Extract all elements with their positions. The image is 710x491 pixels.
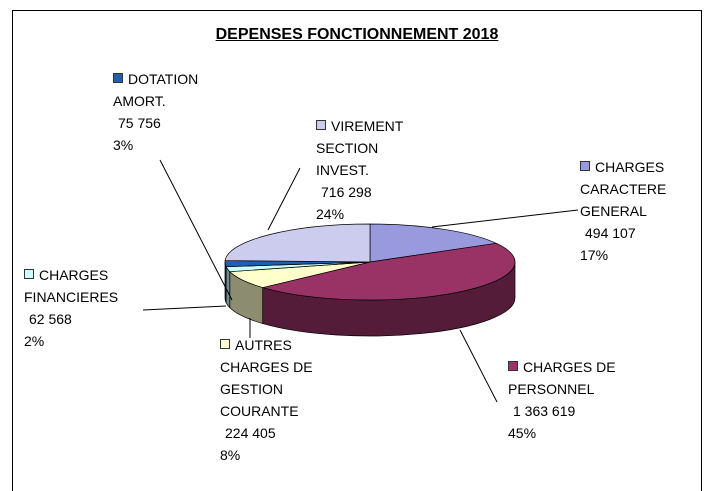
slice-top: [369, 223, 498, 263]
slice: [369, 223, 498, 263]
slice: [224, 223, 371, 263]
legend-swatch: [508, 361, 518, 371]
legend-swatch: [24, 269, 34, 279]
slice-label: DOTATION AMORT. 75 756 3%: [113, 68, 223, 156]
leader-line: [267, 167, 301, 231]
percentage-label: 24%: [316, 206, 345, 222]
category-name: CHARGES FINANCIERES: [24, 267, 119, 305]
percentage-label: 17%: [580, 247, 609, 263]
slice-top: [224, 223, 371, 263]
chart-frame: [12, 10, 702, 491]
leader-line: [142, 305, 227, 311]
slice-label: VIREMENT SECTION INVEST. 716 298 24%: [316, 115, 411, 225]
value-label: 494 107: [585, 225, 636, 241]
label-name-line: VIREMENT SECTION INVEST.: [316, 115, 411, 181]
legend-swatch: [220, 339, 230, 349]
label-name-line: CHARGES FINANCIERES: [24, 264, 144, 308]
category-name: DOTATION AMORT.: [113, 71, 199, 109]
category-name: CHARGES CARACTERE GENERAL: [580, 159, 667, 219]
legend-swatch: [580, 161, 590, 171]
percentage-label: 3%: [113, 137, 134, 153]
leader-line: [431, 209, 579, 228]
label-name-line: CHARGES CARACTERE GENERAL: [580, 156, 680, 222]
chart-title: DEPENSES FONCTIONNEMENT 2018: [215, 26, 499, 43]
category-name: CHARGES DE PERSONNEL: [508, 359, 616, 397]
percentage-label: 8%: [220, 447, 241, 463]
percentage-label: 45%: [508, 425, 537, 441]
label-name-line: CHARGES DE PERSONNEL: [508, 356, 628, 400]
value-label: 716 298: [321, 184, 372, 200]
slice-label: CHARGES FINANCIERES 62 568 2%: [24, 264, 144, 352]
slice-side: [224, 261, 227, 303]
legend-swatch: [316, 120, 326, 130]
category-name: VIREMENT SECTION INVEST.: [316, 118, 404, 178]
slice-label: AUTRES CHARGES DE GESTION COURANTE 224 40…: [220, 334, 345, 466]
value-label: 224 405: [225, 425, 276, 441]
label-name-line: AUTRES CHARGES DE GESTION COURANTE: [220, 334, 345, 422]
slice-top: [261, 242, 516, 301]
leader-line: [459, 329, 498, 403]
value-label: 75 756: [118, 115, 161, 131]
leader-line: [159, 159, 233, 301]
slice: [228, 261, 371, 325]
slice-label: CHARGES DE PERSONNEL 1 363 619 45%: [508, 356, 628, 444]
value-label: 1 363 619: [513, 403, 576, 419]
legend-swatch: [113, 73, 123, 83]
percentage-label: 2%: [24, 333, 45, 349]
category-name: AUTRES CHARGES DE GESTION COURANTE: [220, 337, 313, 419]
value-label: 62 568: [29, 311, 72, 327]
slice-label: CHARGES CARACTERE GENERAL 494 107 17%: [580, 156, 680, 266]
slice-side: [225, 266, 231, 309]
label-name-line: DOTATION AMORT.: [113, 68, 223, 112]
